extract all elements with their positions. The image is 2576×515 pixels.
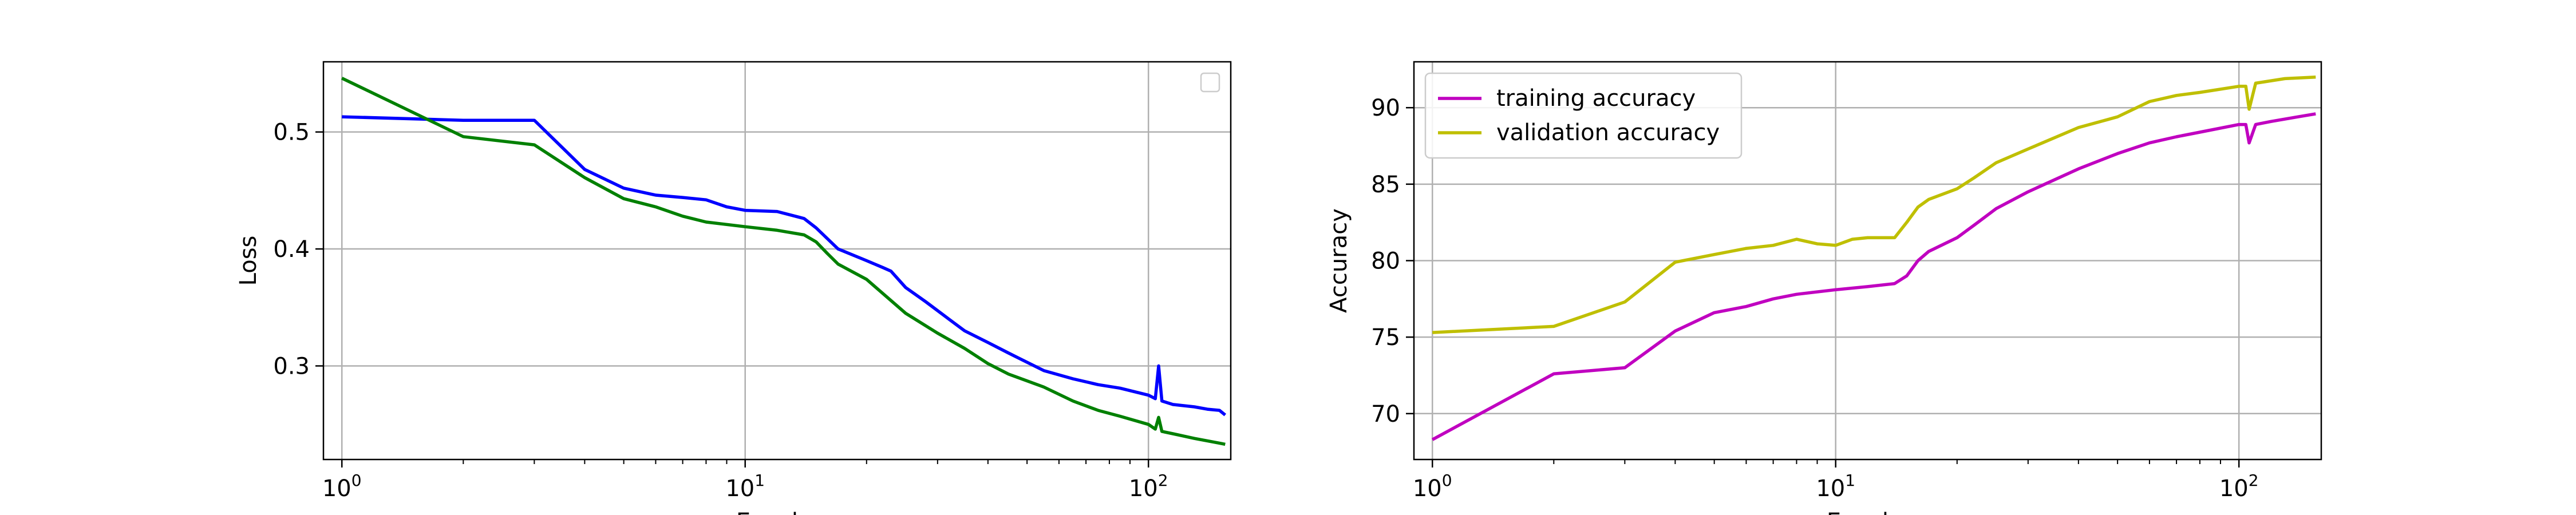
series-line-series-0 <box>342 115 1227 417</box>
empty-legend-box <box>1200 72 1220 93</box>
y-tick-label: 0.4 <box>273 236 310 263</box>
chart-panel-0: 100 101 102 0.3 0.4 0.5 Loss Epochs <box>235 61 1232 515</box>
y-tick-label: 0.5 <box>273 120 310 146</box>
chart-panel-1: 100 101 102 70 75 80 85 90 Accuracy Epochs trainin… <box>1326 61 2322 515</box>
legend-entry-label: training accuracy <box>1496 85 1696 112</box>
y-axis-label: Accuracy <box>1326 208 1352 313</box>
axes-frame <box>322 61 1232 461</box>
x-tick-label: 100 <box>322 471 362 502</box>
y-tick-label: 90 <box>1371 95 1400 121</box>
legend-entry-label: validation accuracy <box>1496 120 1720 146</box>
y-tick-label: 0.3 <box>273 353 310 379</box>
y-axis-label: Loss <box>235 236 262 286</box>
y-tick-label: 70 <box>1371 401 1400 427</box>
y-tick-label: 80 <box>1371 248 1400 275</box>
series-line-validation-accuracy <box>1432 75 2316 334</box>
x-axis-label: Epochs <box>1827 509 1909 515</box>
y-tick-label: 85 <box>1371 172 1400 198</box>
x-tick-label: 101 <box>725 471 765 502</box>
x-axis-label: Epochs <box>736 509 818 515</box>
x-tick-label: 102 <box>2219 471 2259 502</box>
legend-box <box>1424 72 1743 159</box>
x-tick-label: 100 <box>1413 471 1452 502</box>
x-tick-label: 101 <box>1816 471 1855 502</box>
y-tick-label: 75 <box>1371 324 1400 351</box>
x-tick-label: 102 <box>1129 471 1168 502</box>
legend: training accuracy validation accuracy <box>1424 72 1743 159</box>
series-line-training-accuracy <box>1431 112 2316 441</box>
series-line-series-1 <box>341 77 1226 446</box>
